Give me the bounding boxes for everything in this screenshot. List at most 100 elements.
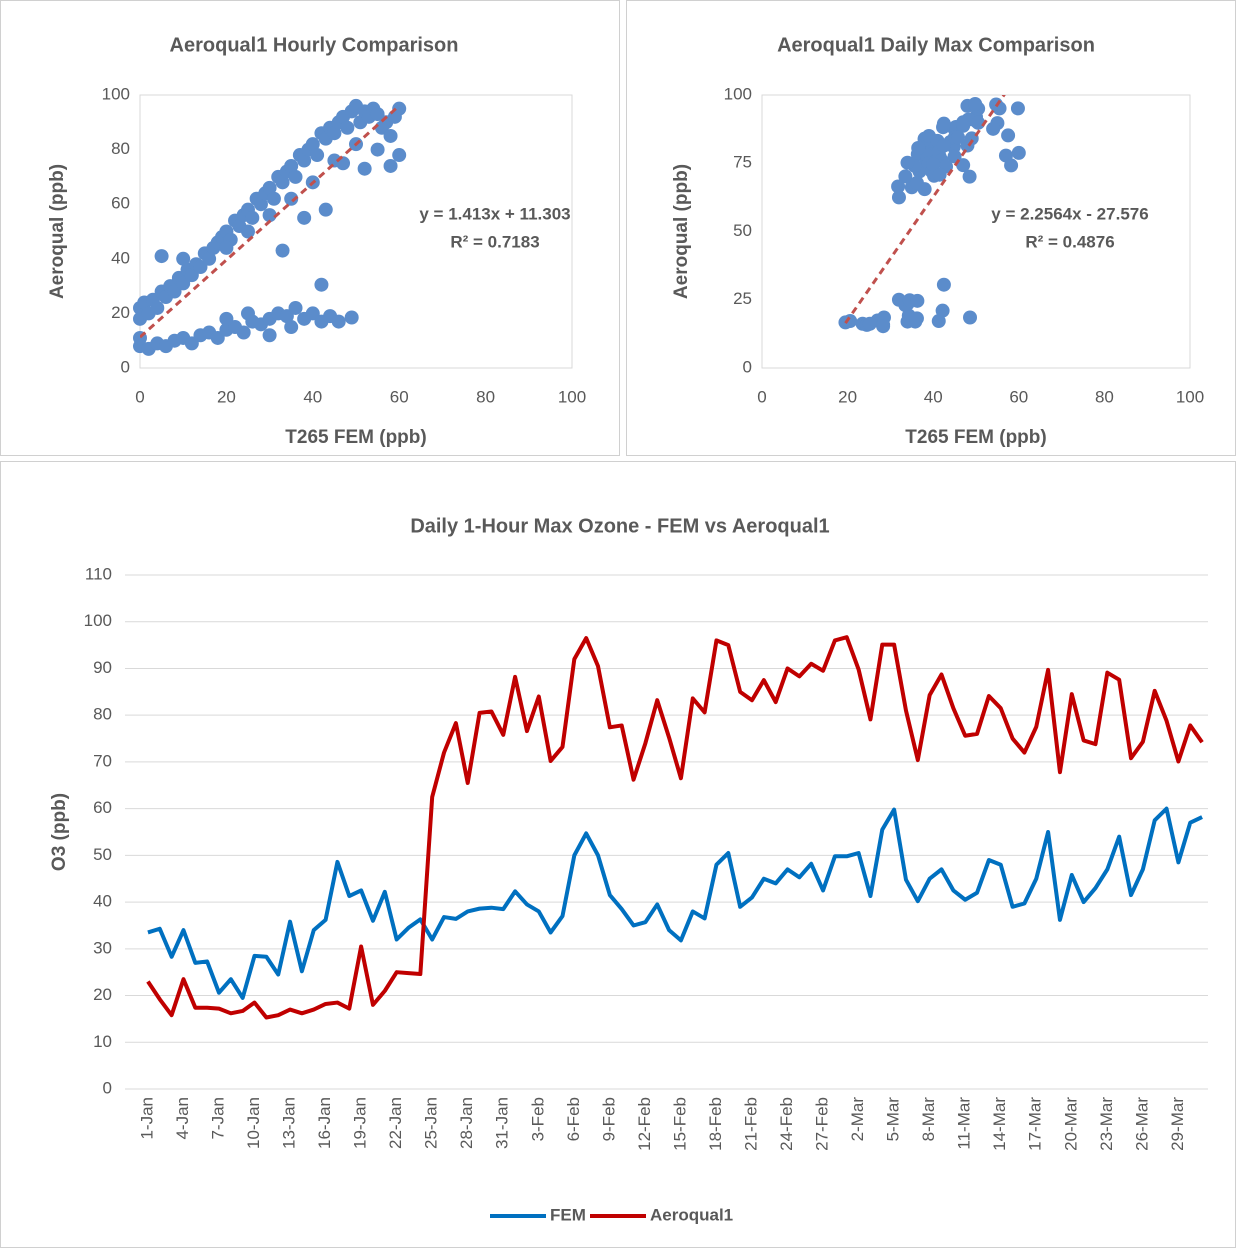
point bbox=[318, 202, 333, 217]
y-tick-label: 0 bbox=[743, 357, 752, 376]
y-axis-title: Aeroqual (ppb) bbox=[47, 164, 68, 299]
point bbox=[876, 319, 891, 334]
point bbox=[383, 158, 398, 173]
chart-title: Aeroqual1 Hourly Comparison bbox=[170, 34, 459, 56]
series-line bbox=[147, 806, 1203, 1000]
x-tick-label: 20 bbox=[838, 387, 857, 406]
point bbox=[275, 243, 290, 258]
x-tick-label: 8-Mar bbox=[919, 1097, 938, 1142]
y-tick-label: 20 bbox=[111, 303, 130, 322]
y-tick-label: 25 bbox=[733, 289, 752, 308]
trendline-r2: R² = 0.7183 bbox=[450, 232, 539, 251]
x-tick-label: 100 bbox=[558, 387, 586, 406]
x-tick-label: 20 bbox=[217, 387, 236, 406]
point bbox=[909, 175, 924, 190]
y-tick-label: 75 bbox=[733, 153, 752, 172]
point bbox=[284, 158, 299, 173]
point bbox=[284, 320, 299, 335]
point bbox=[262, 328, 277, 343]
point bbox=[357, 161, 372, 176]
x-tick-label: 11-Mar bbox=[955, 1097, 974, 1150]
point bbox=[150, 300, 165, 315]
x-axis-title: T265 FEM (ppb) bbox=[905, 427, 1046, 448]
x-tick-label: 21-Feb bbox=[741, 1097, 760, 1151]
x-tick-label: 29-Mar bbox=[1168, 1097, 1187, 1151]
x-tick-label: 80 bbox=[1095, 387, 1114, 406]
y-tick-label: 100 bbox=[84, 611, 112, 630]
point bbox=[1010, 101, 1025, 116]
point bbox=[241, 306, 255, 321]
x-tick-label: 17-Mar bbox=[1026, 1097, 1045, 1151]
x-tick-label: 0 bbox=[135, 387, 144, 406]
point bbox=[911, 140, 926, 155]
point bbox=[1001, 128, 1016, 143]
point bbox=[297, 210, 312, 225]
point bbox=[236, 325, 251, 340]
x-tick-label: 31-Jan bbox=[493, 1097, 512, 1149]
x-tick-label: 60 bbox=[1009, 387, 1028, 406]
y-axis-title: O3 (ppb) bbox=[49, 793, 70, 871]
point bbox=[262, 208, 277, 223]
x-tick-label: 100 bbox=[1176, 387, 1204, 406]
point bbox=[314, 277, 329, 292]
point bbox=[1004, 158, 1019, 173]
point bbox=[968, 97, 983, 112]
point bbox=[327, 126, 342, 141]
point bbox=[862, 316, 877, 331]
x-tick-label: 9-Feb bbox=[599, 1097, 618, 1141]
y-tick-label: 90 bbox=[93, 658, 112, 677]
y-tick-label: 100 bbox=[102, 84, 130, 103]
point bbox=[891, 190, 906, 205]
y-tick-label: 110 bbox=[85, 564, 112, 583]
y-tick-label: 20 bbox=[93, 985, 112, 1004]
point bbox=[971, 115, 986, 130]
point bbox=[392, 148, 407, 163]
legend-label: FEM bbox=[550, 1205, 586, 1224]
point bbox=[956, 158, 971, 173]
x-tick-label: 22-Jan bbox=[386, 1097, 405, 1149]
series-line bbox=[146, 635, 1204, 1020]
x-tick-label: 2-Mar bbox=[848, 1097, 867, 1142]
point bbox=[305, 137, 320, 152]
point bbox=[935, 303, 950, 318]
point bbox=[910, 293, 925, 308]
y-tick-label: 40 bbox=[111, 248, 130, 267]
point bbox=[253, 197, 268, 212]
chart-title: Aeroqual1 Daily Max Comparison bbox=[777, 34, 1095, 56]
x-tick-label: 1-Jan bbox=[137, 1097, 156, 1140]
y-tick-label: 60 bbox=[93, 798, 112, 817]
x-tick-label: 12-Feb bbox=[635, 1097, 654, 1151]
x-tick-label: 28-Jan bbox=[457, 1097, 476, 1149]
point bbox=[370, 142, 385, 157]
point bbox=[262, 180, 277, 195]
trendline bbox=[140, 104, 401, 339]
point bbox=[219, 311, 234, 326]
x-tick-label: 18-Feb bbox=[706, 1097, 725, 1151]
point bbox=[392, 101, 407, 116]
trendline-equation: y = 2.2564x - 27.576 bbox=[991, 204, 1148, 223]
y-tick-label: 40 bbox=[93, 892, 112, 911]
x-tick-label: 19-Jan bbox=[351, 1097, 370, 1149]
y-tick-label: 0 bbox=[121, 357, 130, 376]
x-tick-label: 7-Jan bbox=[208, 1097, 227, 1140]
point bbox=[936, 277, 951, 292]
panel bbox=[0, 0, 620, 456]
y-tick-label: 100 bbox=[724, 84, 752, 103]
point bbox=[986, 121, 1001, 136]
y-axis-title: Aeroqual (ppb) bbox=[671, 164, 692, 299]
y-tick-label: 80 bbox=[111, 139, 130, 158]
point bbox=[219, 240, 234, 255]
point bbox=[266, 191, 281, 206]
point bbox=[241, 224, 255, 239]
point bbox=[297, 153, 312, 168]
chart-title: Daily 1-Hour Max Ozone - FEM vs Aeroqual… bbox=[410, 515, 829, 537]
point bbox=[926, 157, 941, 172]
x-tick-label: 3-Feb bbox=[528, 1097, 547, 1141]
plot-area bbox=[761, 94, 1191, 369]
y-tick-label: 10 bbox=[93, 1032, 112, 1051]
point bbox=[288, 300, 303, 315]
point bbox=[154, 249, 169, 264]
x-tick-label: 80 bbox=[476, 387, 495, 406]
x-tick-label: 14-Mar bbox=[990, 1097, 1009, 1151]
